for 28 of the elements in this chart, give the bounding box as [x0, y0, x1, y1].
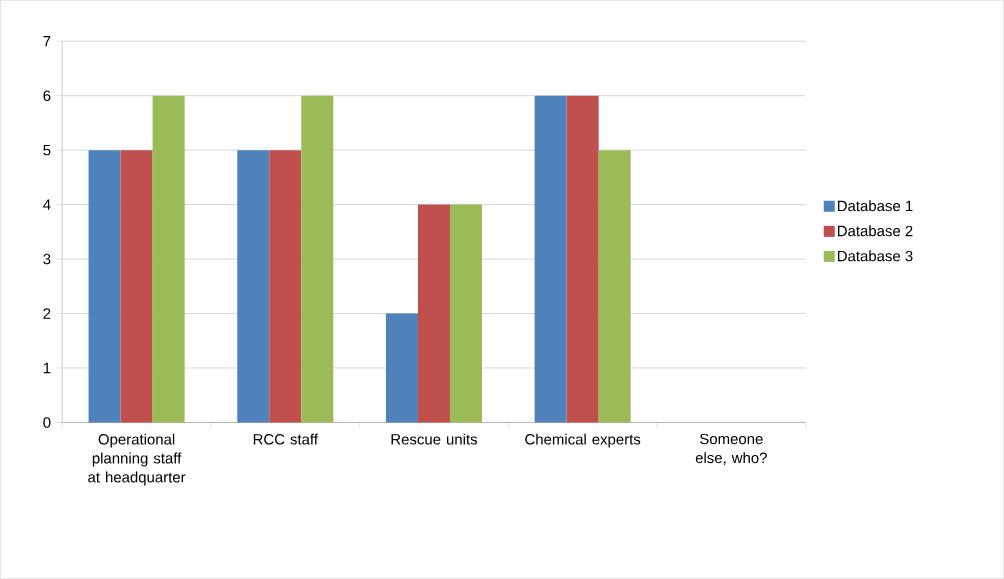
y-tick-label: 3 — [43, 253, 51, 265]
y-tick-label: 1 — [43, 362, 51, 374]
bar — [237, 150, 270, 423]
legend-label: Database 3 — [837, 250, 913, 262]
bar — [152, 95, 185, 423]
bar — [88, 150, 121, 423]
legend-label: Database 2 — [837, 225, 913, 237]
y-tick-label: 5 — [43, 145, 51, 156]
y-tick-label: 7 — [43, 36, 51, 47]
bar — [417, 204, 450, 423]
y-tick-label: 4 — [43, 199, 51, 210]
bar — [120, 150, 153, 423]
bar — [566, 95, 599, 423]
x-tick-label: Rescue units — [391, 433, 478, 445]
x-tick-label: Chemical experts — [525, 433, 641, 448]
bar — [385, 313, 418, 423]
bar — [598, 150, 631, 423]
legend-label: Database 1 — [837, 200, 913, 212]
x-tick-label: Operational planning staff at headquarter — [88, 433, 186, 486]
bar — [534, 95, 567, 423]
x-tick-label: Someone else, who? — [695, 433, 767, 466]
bar — [269, 150, 302, 423]
y-tick-label: 0 — [43, 417, 51, 428]
y-tick-label: 2 — [43, 308, 51, 319]
y-tick-label: 6 — [43, 90, 51, 102]
bar — [449, 204, 482, 423]
bar — [301, 95, 334, 423]
x-tick-label: RCC staff — [253, 433, 318, 445]
